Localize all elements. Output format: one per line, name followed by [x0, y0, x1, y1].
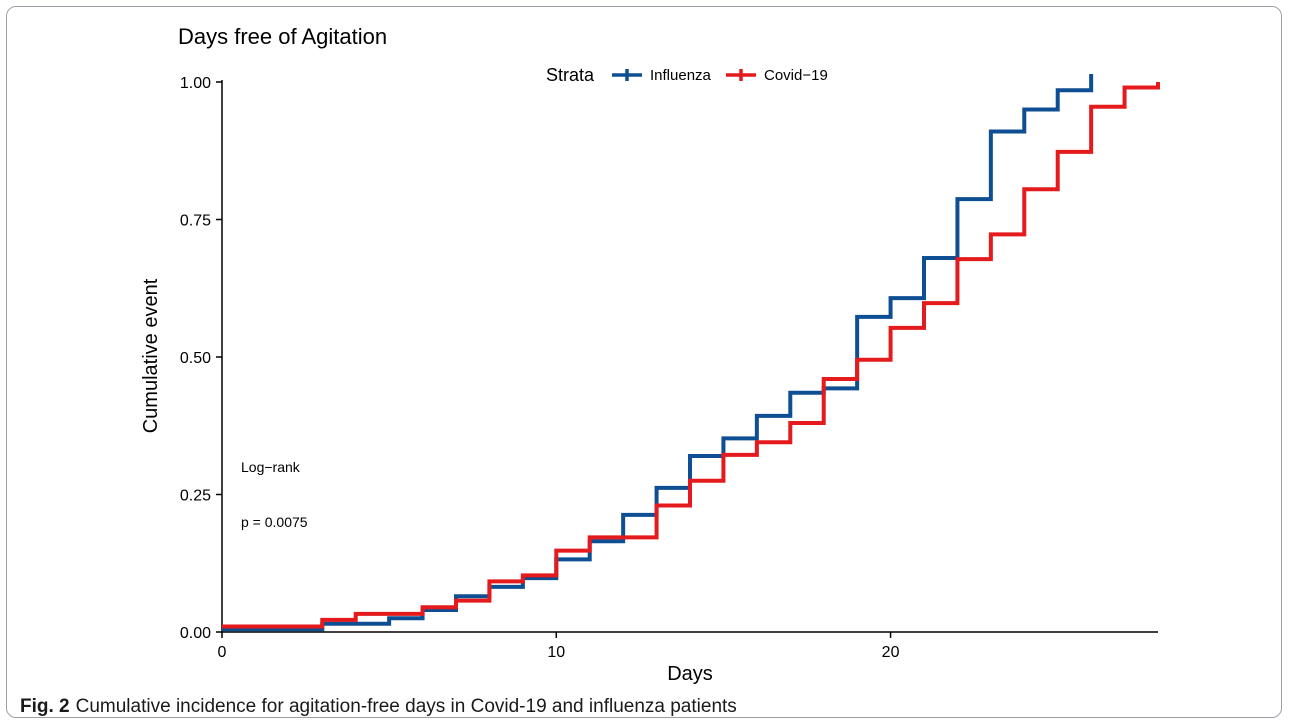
series-layer — [222, 74, 1160, 632]
series-line-influenza — [222, 74, 1094, 632]
axes — [221, 80, 1158, 633]
y-tick-label: 1.00 — [180, 75, 211, 92]
figure-caption: Fig. 2 Cumulative incidence for agitation… — [20, 696, 737, 718]
legend-title: Strata — [546, 65, 595, 85]
y-tick-label: 0.00 — [180, 625, 211, 642]
x-tick-label: 0 — [218, 644, 227, 661]
y-tick-label: 0.25 — [180, 488, 211, 505]
legend: Strata Influenza Covid−19 — [546, 65, 828, 85]
series-line-covid-19 — [222, 82, 1160, 629]
x-tick-label: 10 — [547, 644, 565, 661]
figure-label: Fig. 2 — [20, 696, 70, 717]
figure-frame — [6, 6, 1282, 718]
y-tick-label: 0.50 — [180, 350, 211, 367]
y-axis-label: Cumulative event — [140, 278, 162, 433]
p-value-label: p = 0.0075 — [241, 514, 308, 530]
x-tick-label: 20 — [882, 644, 900, 661]
x-ticks: 0 10 20 — [218, 632, 900, 661]
legend-label-covid: Covid−19 — [764, 67, 828, 84]
x-axis-label: Days — [667, 663, 713, 685]
chart-title: Days free of Agitation — [178, 24, 387, 49]
figure-caption-text: Cumulative incidence for agitation-free … — [75, 696, 737, 717]
log-rank-label: Log−rank — [241, 459, 301, 475]
y-ticks: 0.00 0.25 0.50 0.75 1.00 — [180, 75, 222, 642]
y-tick-label: 0.75 — [180, 213, 211, 230]
legend-label-influenza: Influenza — [650, 67, 712, 84]
